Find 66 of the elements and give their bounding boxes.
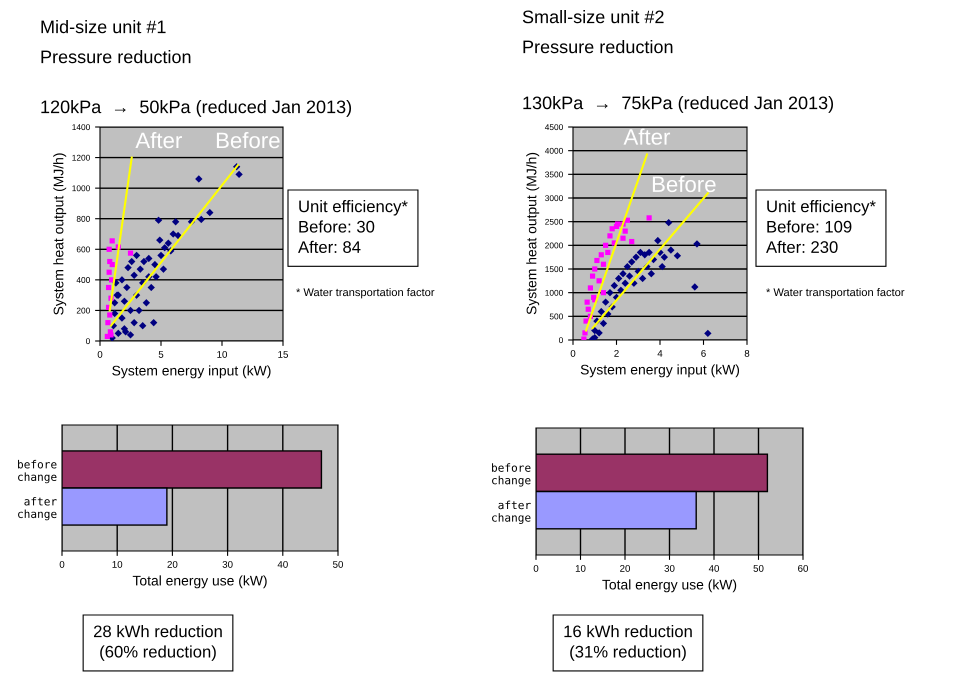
y-tick-label: after change — [18, 496, 57, 520]
x-tick-label: 0 — [570, 350, 576, 357]
series-label: Before — [216, 132, 280, 148]
x-tick-label: 8 — [744, 350, 750, 357]
x-axis-title: System energy input (kW) — [112, 365, 271, 378]
text: Unit efficiency* Before: 109 After: 230 — [766, 200, 876, 253]
series-label: After — [135, 132, 182, 148]
x-tick-label: 20 — [620, 564, 630, 572]
y-tick-label: 1000 — [545, 290, 563, 296]
x-tick-label: 50 — [332, 560, 344, 568]
chart-title: Small-size unit #2 — [522, 10, 664, 24]
series-label: Before — [652, 176, 716, 192]
y-tick-label: after change — [492, 500, 531, 524]
y-tick-label: 600 — [76, 246, 90, 252]
x-axis-title: System energy input (kW) — [580, 364, 740, 378]
x-tick-label: 40 — [278, 560, 288, 568]
y-tick-label: 400 — [76, 277, 90, 283]
text: 120kPa → 50kPa (reduced Jan 2013) — [41, 100, 352, 117]
y-tick-label: 3000 — [545, 195, 563, 202]
x-tick-label: 30 — [222, 560, 233, 568]
y-tick-label: 800 — [76, 216, 90, 222]
y-tick-label: 2000 — [545, 242, 563, 248]
x-axis-title: Total energy use (kW) — [132, 575, 267, 588]
x-tick-label: 10 — [576, 564, 586, 572]
chart-subtitle: Pressure reduction — [41, 50, 190, 64]
y-tick-label: 4000 — [544, 148, 563, 154]
y-axis-title: System heat output (MJ/h) — [526, 152, 540, 314]
x-tick-label: 0 — [534, 564, 538, 572]
x-tick-label: 10 — [112, 560, 122, 568]
y-tick-label: before change — [18, 460, 56, 484]
y-tick-label: before change — [492, 463, 530, 487]
y-tick-label: 3500 — [545, 172, 563, 178]
y-tick-label: 1400 — [72, 124, 90, 130]
series-label: After — [624, 128, 670, 145]
x-tick-label: 5 — [158, 351, 164, 358]
text: 130kPa → 75kPa (reduced Jan 2013) — [523, 96, 834, 113]
y-tick-label: 2500 — [545, 218, 563, 225]
x-tick-label: 10 — [217, 350, 228, 358]
x-tick-label: 20 — [167, 560, 178, 568]
text: 28 kWh reduction (60% reduction) — [94, 625, 222, 661]
x-tick-label: 2 — [614, 350, 619, 357]
x-tick-label: 15 — [278, 351, 288, 358]
chart-subtitle: Pressure reduction — [523, 40, 672, 54]
x-tick-label: 0 — [60, 560, 64, 568]
x-tick-label: 4 — [658, 350, 662, 357]
y-tick-label: 500 — [550, 314, 563, 320]
y-axis-title: System heat output (MJ/h) — [53, 153, 66, 315]
text: * Water transportation factor — [296, 288, 434, 298]
x-tick-label: 60 — [798, 564, 808, 572]
text: Unit efficiency* Before: 30 After: 84 — [298, 200, 408, 253]
y-tick-label: 0 — [558, 337, 563, 344]
y-tick-label: 0 — [86, 338, 90, 344]
y-tick-label: 1200 — [72, 154, 90, 161]
y-tick-label: 1500 — [545, 266, 563, 272]
x-tick-label: 40 — [708, 564, 720, 572]
x-tick-label: 6 — [701, 350, 706, 357]
y-tick-label: 200 — [76, 308, 90, 314]
x-axis-title: Total energy use (kW) — [602, 579, 736, 592]
x-tick-label: 0 — [98, 350, 102, 358]
y-tick-label: 1000 — [72, 185, 90, 192]
x-tick-label: 30 — [664, 564, 675, 572]
text: 16 kWh reduction (31% reduction) — [564, 625, 692, 661]
text: * Water transportation factor — [766, 288, 904, 298]
y-tick-label: 4500 — [544, 124, 563, 130]
x-tick-label: 50 — [753, 564, 764, 572]
chart-title: Mid-size unit #1 — [41, 20, 166, 34]
